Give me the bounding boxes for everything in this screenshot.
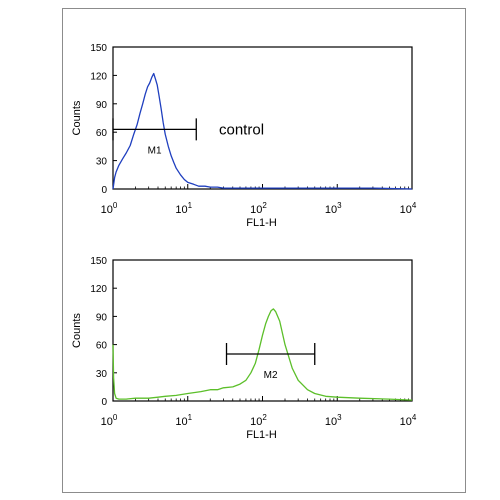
figure-frame: [62, 8, 466, 493]
y-tick-label: 90: [96, 100, 108, 111]
y-tick-label: 150: [90, 43, 107, 54]
x-axis-label: FL1-H: [246, 429, 277, 441]
plot-area: [112, 46, 413, 190]
y-tick-label: 60: [96, 341, 108, 352]
histogram-line: [112, 308, 413, 401]
y-tick-label: 0: [101, 397, 107, 408]
y-tick-label: 150: [90, 256, 107, 267]
x-axis-label: FL1-H: [246, 217, 277, 229]
x-tick-label: 101: [175, 413, 192, 428]
control-annotation: control: [219, 121, 264, 138]
histogram-panel-2: 0 30 60 90 120 150 100 101 102 103 104 FL1-H Counts M…: [71, 256, 417, 441]
y-axis-label: Counts: [71, 100, 83, 135]
y-tick-label: 0: [101, 185, 107, 196]
x-tick-label: 103: [325, 201, 342, 216]
gate-marker-label: M1: [148, 145, 162, 156]
gate-marker-label: M2: [264, 370, 278, 381]
plot-area: [112, 259, 413, 402]
y-tick-label: 120: [90, 71, 107, 82]
y-tick-label: 120: [90, 284, 107, 295]
x-tick-label: 103: [325, 413, 342, 428]
x-tick-label: 100: [101, 413, 118, 428]
x-tick-label: 100: [101, 201, 118, 216]
histogram-panel-1: 0 30 60 90 120 150 100 101 102 103 104 FL1-H Counts M…: [71, 43, 417, 229]
y-tick-label: 90: [96, 312, 108, 323]
x-tick-label: 101: [175, 201, 192, 216]
x-tick-label: 102: [250, 201, 267, 216]
y-tick-label: 30: [96, 369, 108, 380]
x-tick-label: 104: [400, 413, 417, 428]
x-tick-label: 104: [400, 201, 417, 216]
histogram-line: [112, 72, 413, 190]
y-axis-label: Counts: [71, 313, 83, 348]
y-tick-label: 30: [96, 157, 108, 168]
x-tick-label: 102: [250, 413, 267, 428]
y-tick-label: 60: [96, 128, 108, 139]
